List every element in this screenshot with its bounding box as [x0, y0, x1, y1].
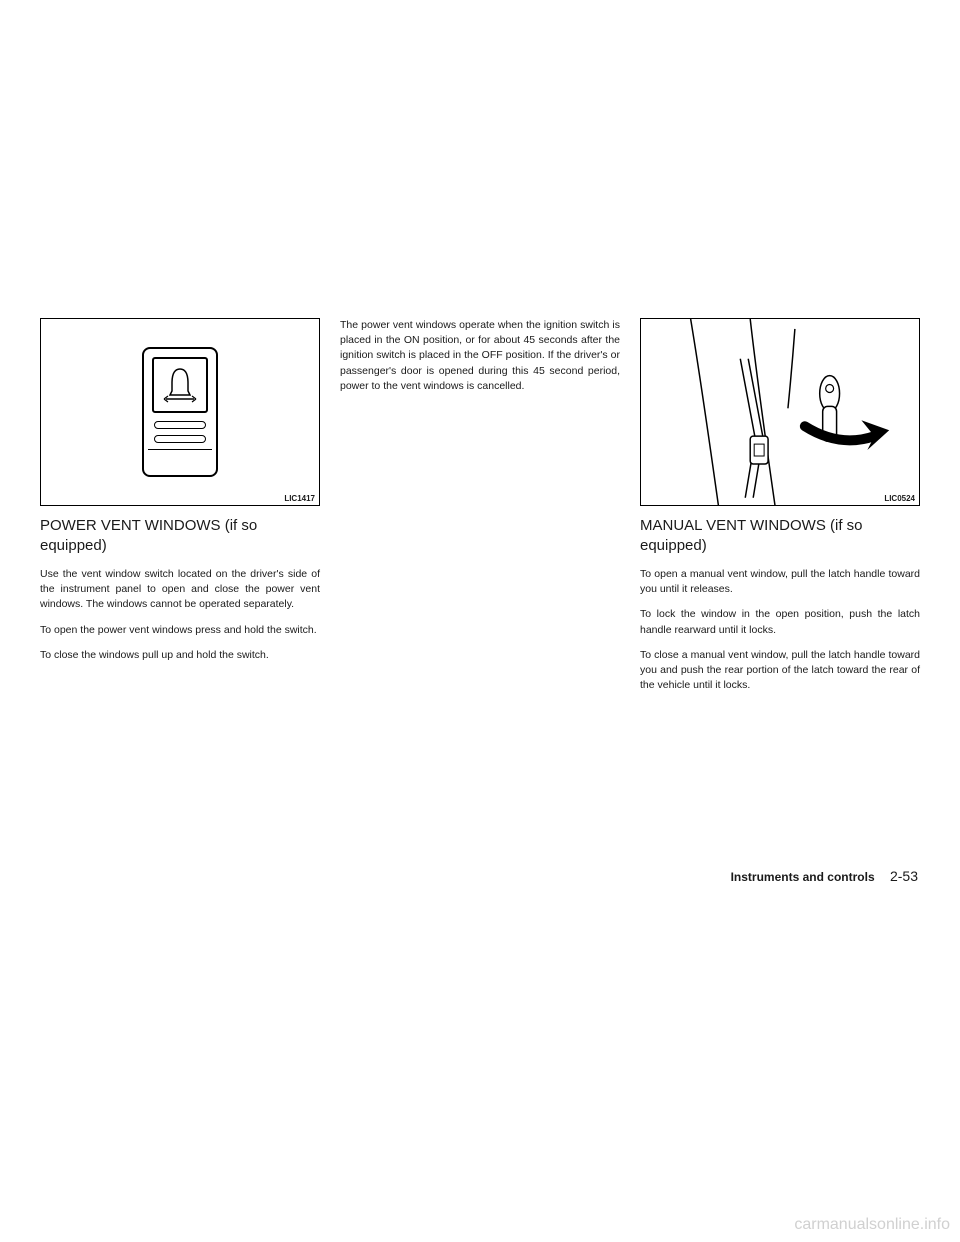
column-2: The power vent windows operate when the …: [340, 318, 620, 704]
figure-label: LIC0524: [884, 494, 915, 503]
figure-manual-vent-latch: LIC0524: [640, 318, 920, 506]
column-1: LIC1417 POWER VENT WINDOWS (if so equipp…: [40, 318, 320, 704]
body-text: To lock the window in the open position,…: [640, 607, 920, 637]
page-content: LIC1417 POWER VENT WINDOWS (if so equipp…: [40, 318, 920, 704]
page-footer: Instruments and controls 2-53: [731, 868, 918, 884]
figure-power-vent-switch: LIC1417: [40, 318, 320, 506]
latch-illustration: [641, 319, 919, 506]
heading-manual-vent: MANUAL VENT WINDOWS (if so equipped): [640, 516, 920, 555]
heading-power-vent: POWER VENT WINDOWS (if so equipped): [40, 516, 320, 555]
body-text: To close a manual vent window, pull the …: [640, 648, 920, 694]
footer-page-number: 2-53: [890, 868, 918, 884]
watermark: carmanualsonline.info: [794, 1216, 950, 1234]
body-text: To open the power vent windows press and…: [40, 623, 320, 638]
body-text: To close the windows pull up and hold th…: [40, 648, 320, 663]
body-text: To open a manual vent window, pull the l…: [640, 567, 920, 597]
switch-illustration: [142, 347, 218, 477]
figure-label: LIC1417: [284, 494, 315, 503]
bell-icon: [160, 365, 200, 405]
footer-section: Instruments and controls: [731, 870, 875, 884]
column-3: LIC0524 MANUAL VENT WINDOWS (if so equip…: [640, 318, 920, 704]
body-text: The power vent windows operate when the …: [340, 318, 620, 394]
body-text: Use the vent window switch located on th…: [40, 567, 320, 613]
